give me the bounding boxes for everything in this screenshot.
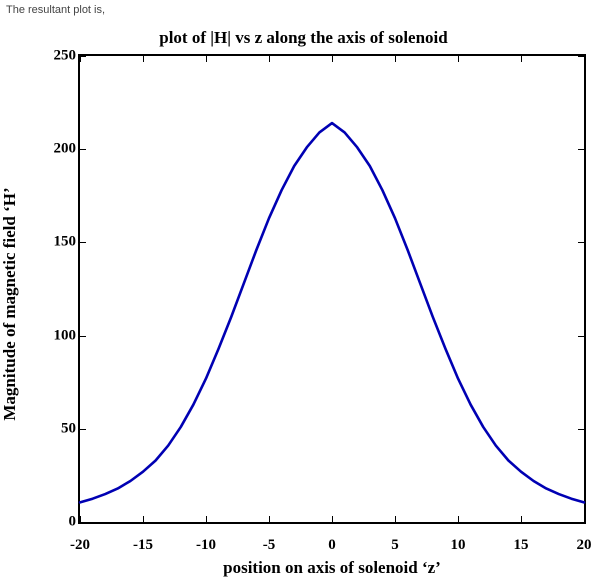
x-tick-label: 5 bbox=[375, 537, 415, 554]
x-tick-label: 20 bbox=[564, 537, 604, 554]
y-tick-label: 250 bbox=[0, 48, 76, 65]
x-tick-label: 0 bbox=[312, 537, 352, 554]
y-tick-label: 0 bbox=[0, 514, 76, 531]
y-axis-label: Magnitude of magnetic field ‘H’ bbox=[0, 187, 20, 420]
chart-container: plot of |H| vs z along the axis of solen… bbox=[0, 26, 607, 582]
x-tick-label: -15 bbox=[123, 537, 163, 554]
chart-title: plot of |H| vs z along the axis of solen… bbox=[0, 28, 607, 48]
y-tick-label: 200 bbox=[0, 141, 76, 158]
x-tick-label: -20 bbox=[60, 537, 100, 554]
x-axis-label: position on axis of solenoid ‘z’ bbox=[78, 558, 586, 578]
x-tick-label: -10 bbox=[186, 537, 226, 554]
x-tick-label: -5 bbox=[249, 537, 289, 554]
caption-text: The resultant plot is, bbox=[6, 4, 105, 16]
y-tick-label: 50 bbox=[0, 420, 76, 437]
x-tick-label: 15 bbox=[501, 537, 541, 554]
x-tick-label: 10 bbox=[438, 537, 478, 554]
line-curve bbox=[80, 56, 584, 522]
y-tick-label: 100 bbox=[0, 327, 76, 344]
plot-area bbox=[78, 54, 586, 524]
y-tick-label: 150 bbox=[0, 234, 76, 251]
